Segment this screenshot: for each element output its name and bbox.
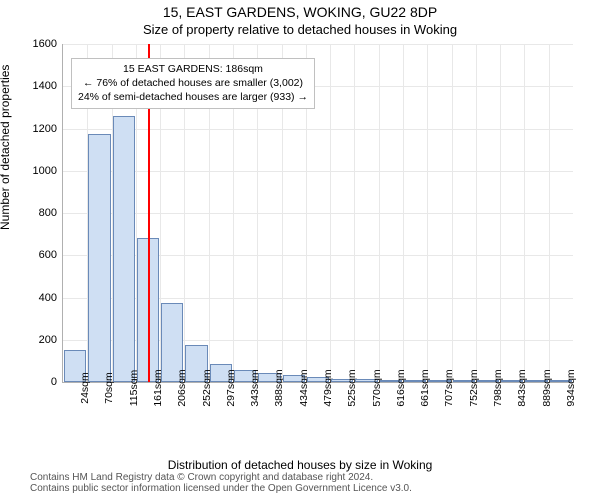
- gridline-vertical: [500, 44, 501, 382]
- gridline-horizontal: [63, 213, 573, 214]
- footer-attribution: Contains HM Land Registry data © Crown c…: [30, 472, 592, 494]
- gridline-vertical: [452, 44, 453, 382]
- y-tick-label: 0: [51, 376, 57, 388]
- page-subtitle: Size of property relative to detached ho…: [0, 22, 600, 37]
- chart-plot-area: 0200400600800100012001400160024sqm70sqm1…: [62, 44, 573, 383]
- chart-annotation-box: 15 EAST GARDENS: 186sqm ← 76% of detache…: [71, 58, 315, 109]
- y-axis-label: Number of detached properties: [0, 65, 12, 230]
- x-tick-label: 434sqm: [298, 369, 310, 406]
- page-title: 15, EAST GARDENS, WOKING, GU22 8DP: [0, 4, 600, 20]
- x-tick-label: 843sqm: [516, 369, 528, 406]
- x-tick-label: 661sqm: [419, 369, 431, 406]
- y-tick-label: 1200: [33, 123, 57, 135]
- annotation-line: 15 EAST GARDENS: 186sqm: [78, 62, 308, 76]
- histogram-bar: [113, 116, 135, 382]
- gridline-vertical: [476, 44, 477, 382]
- gridline-vertical: [403, 44, 404, 382]
- x-tick-label: 752sqm: [468, 369, 480, 406]
- x-tick-label: 570sqm: [371, 369, 383, 406]
- y-tick-label: 1400: [33, 80, 57, 92]
- x-tick-label: 934sqm: [565, 369, 577, 406]
- y-tick-label: 1000: [33, 165, 57, 177]
- gridline-vertical: [379, 44, 380, 382]
- gridline-horizontal: [63, 129, 573, 130]
- x-tick-label: 889sqm: [541, 369, 553, 406]
- gridline-vertical: [354, 44, 355, 382]
- footer-line: Contains HM Land Registry data © Crown c…: [30, 472, 592, 483]
- gridline-vertical: [427, 44, 428, 382]
- x-tick-label: 798sqm: [492, 369, 504, 406]
- annotation-line: ← 76% of detached houses are smaller (3,…: [78, 76, 308, 90]
- histogram-bar: [88, 134, 110, 382]
- gridline-horizontal: [63, 44, 573, 45]
- gridline-vertical: [524, 44, 525, 382]
- gridline-vertical: [549, 44, 550, 382]
- x-tick-label: 707sqm: [443, 369, 455, 406]
- y-tick-label: 400: [39, 292, 57, 304]
- x-tick-label: 525sqm: [346, 369, 358, 406]
- gridline-vertical: [330, 44, 331, 382]
- footer-line: Contains public sector information licen…: [30, 483, 592, 494]
- gridline-horizontal: [63, 171, 573, 172]
- x-tick-label: 616sqm: [395, 369, 407, 406]
- y-tick-label: 800: [39, 207, 57, 219]
- x-tick-label: 479sqm: [322, 369, 334, 406]
- x-axis-label: Distribution of detached houses by size …: [0, 458, 600, 472]
- y-tick-label: 200: [39, 334, 57, 346]
- y-tick-label: 1600: [33, 38, 57, 50]
- annotation-line: 24% of semi-detached houses are larger (…: [78, 90, 308, 104]
- y-tick-label: 600: [39, 249, 57, 261]
